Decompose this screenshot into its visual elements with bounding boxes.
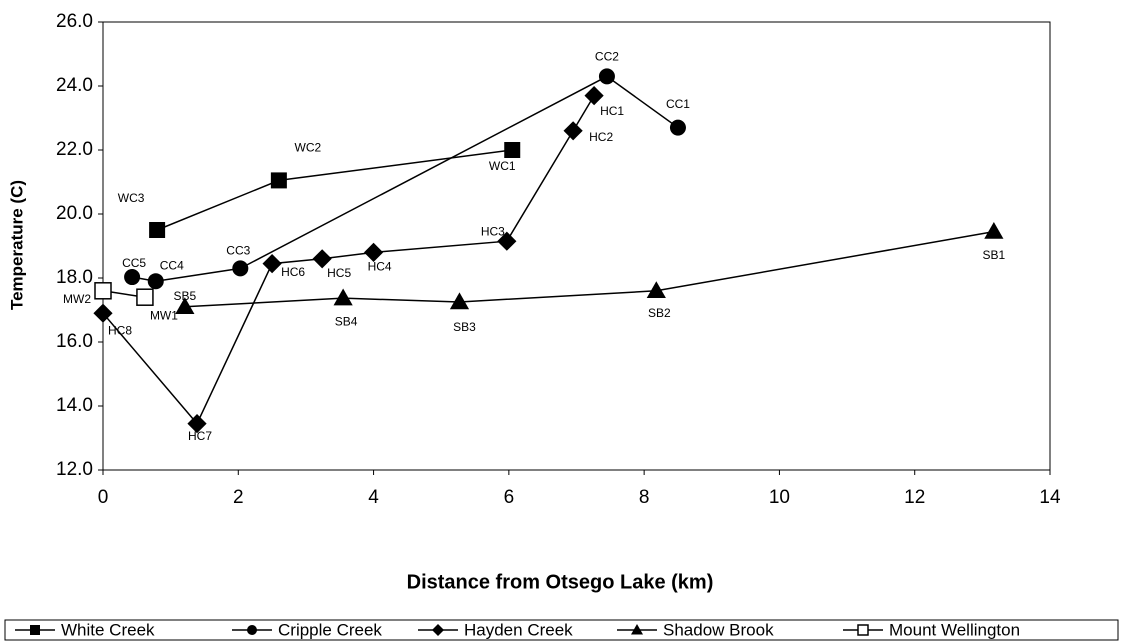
data-point bbox=[333, 288, 353, 306]
legend-label: Mount Wellington bbox=[889, 620, 1020, 639]
point-label: SB4 bbox=[335, 314, 358, 328]
legend-frame bbox=[4, 619, 1119, 641]
series-line bbox=[184, 230, 994, 308]
data-point bbox=[149, 222, 166, 238]
legend-marker bbox=[432, 624, 444, 636]
point-label: HC8 bbox=[108, 323, 132, 337]
y-tick-label: 18.0 bbox=[56, 267, 93, 288]
data-point bbox=[136, 288, 154, 306]
data-point bbox=[270, 172, 287, 189]
data-point bbox=[232, 260, 249, 277]
data-point bbox=[262, 254, 282, 274]
point-label: WC1 bbox=[489, 159, 516, 173]
point-label: CC1 bbox=[666, 97, 690, 111]
point-label: WC3 bbox=[118, 191, 145, 205]
series-line bbox=[156, 149, 513, 231]
data-point bbox=[147, 273, 164, 290]
x-tick-label: 2 bbox=[233, 487, 244, 508]
x-tick-label: 0 bbox=[98, 487, 109, 508]
point-label: SB5 bbox=[174, 289, 197, 303]
data-point bbox=[93, 303, 113, 323]
data-point bbox=[363, 242, 384, 262]
point-label: HC2 bbox=[589, 130, 613, 144]
x-tick-label: 14 bbox=[1039, 487, 1061, 508]
data-point bbox=[94, 282, 112, 300]
legend-label: Hayden Creek bbox=[464, 620, 573, 639]
x-axis-title: Distance from Otsego Lake (km) bbox=[407, 571, 714, 593]
y-axis-title: Temperature (C) bbox=[7, 180, 26, 310]
x-tick-label: 6 bbox=[504, 487, 515, 508]
point-label: SB3 bbox=[453, 320, 476, 334]
x-tick-label: 10 bbox=[769, 487, 790, 508]
point-label: SB2 bbox=[648, 306, 671, 320]
y-tick-label: 12.0 bbox=[56, 459, 93, 480]
y-tick-label: 14.0 bbox=[56, 395, 93, 416]
legend-marker bbox=[247, 625, 257, 635]
x-tick-label: 8 bbox=[639, 487, 650, 508]
data-point bbox=[124, 269, 141, 286]
y-tick-label: 22.0 bbox=[56, 139, 93, 160]
point-label: CC2 bbox=[595, 50, 619, 64]
point-label: CC3 bbox=[226, 244, 250, 258]
x-tick-label: 12 bbox=[904, 487, 925, 508]
plot-frame bbox=[102, 21, 1051, 471]
point-label: SB1 bbox=[983, 248, 1006, 262]
y-tick-label: 20.0 bbox=[56, 203, 93, 224]
legend-label: Shadow Brook bbox=[663, 620, 774, 639]
point-label: CC4 bbox=[160, 258, 184, 272]
x-tick-label: 4 bbox=[368, 487, 379, 508]
point-label: HC7 bbox=[188, 429, 212, 443]
legend-label: White Creek bbox=[61, 620, 155, 639]
legend-marker bbox=[857, 624, 869, 636]
point-label: HC1 bbox=[600, 104, 624, 118]
data-point bbox=[563, 121, 583, 141]
y-tick-label: 24.0 bbox=[56, 75, 93, 96]
point-label: HC4 bbox=[368, 260, 392, 274]
legend-label: Cripple Creek bbox=[278, 620, 382, 639]
data-point bbox=[449, 292, 470, 310]
point-label: HC6 bbox=[281, 265, 305, 279]
data-point bbox=[504, 142, 521, 158]
y-tick-label: 26.0 bbox=[56, 11, 93, 32]
y-tick-label: 16.0 bbox=[56, 331, 93, 352]
point-label: MW1 bbox=[150, 308, 178, 322]
point-label: HC3 bbox=[481, 224, 505, 238]
point-label: HC5 bbox=[327, 266, 351, 280]
data-point bbox=[984, 222, 1004, 239]
data-point bbox=[598, 68, 615, 85]
data-point bbox=[646, 281, 666, 298]
data-point bbox=[497, 231, 517, 251]
legend-marker bbox=[631, 624, 643, 635]
data-point bbox=[669, 119, 686, 136]
data-point bbox=[187, 414, 207, 434]
data-point bbox=[584, 86, 604, 106]
data-point bbox=[175, 297, 195, 314]
series-line bbox=[102, 95, 595, 425]
point-label: MW2 bbox=[63, 292, 91, 306]
point-label: CC5 bbox=[122, 256, 146, 270]
point-label: WC2 bbox=[295, 141, 322, 155]
legend-marker bbox=[30, 625, 40, 635]
data-point bbox=[312, 249, 332, 269]
